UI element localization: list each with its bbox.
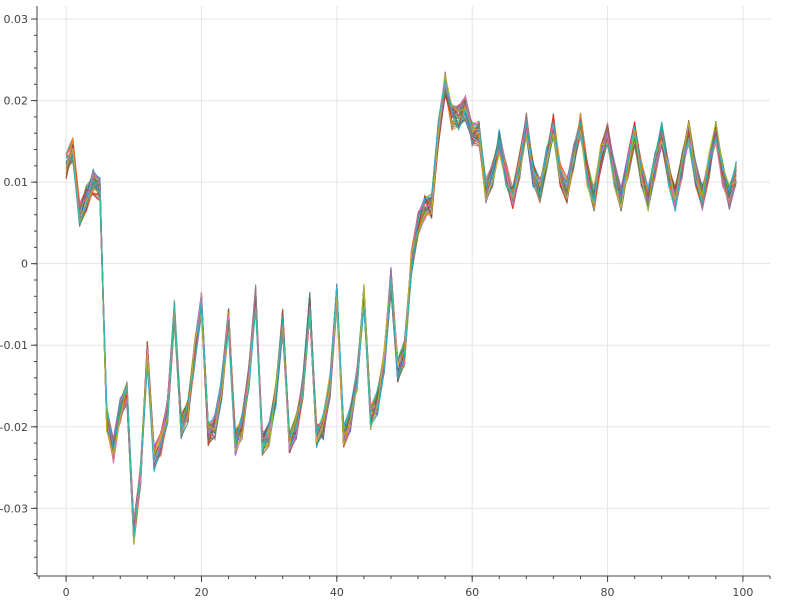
series-line [65,88,737,540]
series-line [65,88,737,533]
x-tick-label: 0 [63,586,70,599]
series-line [65,90,737,541]
series-line [65,90,737,544]
series-line [65,93,737,538]
series-line [65,92,737,537]
axes: 0 20 40 60 80 100 0.03 0.02 0.01 0 -0.01 -0.02 -0.03 [0,6,771,599]
series-line [65,94,737,521]
series-line [65,79,737,538]
series-line [65,92,737,522]
series-line [65,87,737,529]
y-tick-label: -0.03 [0,502,28,515]
x-tick-label: 60 [465,586,479,599]
y-tick-label: -0.01 [0,339,28,352]
x-tick-label: 20 [194,586,208,599]
series-line [65,85,737,544]
x-tick-label: 100 [732,586,753,599]
y-tick-label: 0 [21,258,28,271]
series-line [65,94,737,541]
x-tick-label: 40 [330,586,344,599]
y-tick-label: -0.02 [0,421,28,434]
series-line [65,95,737,523]
y-tick-label: 0.02 [4,95,29,108]
series-line [65,88,737,540]
grid-lines [37,6,770,576]
y-tick-label: 0.01 [4,176,29,189]
y-tick-label: 0.03 [4,13,29,26]
x-tick-label: 80 [601,586,615,599]
series-line [65,94,737,533]
series-line [65,93,737,539]
series-line [65,94,737,532]
series-lines [65,71,737,545]
series-line [65,92,737,534]
series-line [65,87,737,541]
